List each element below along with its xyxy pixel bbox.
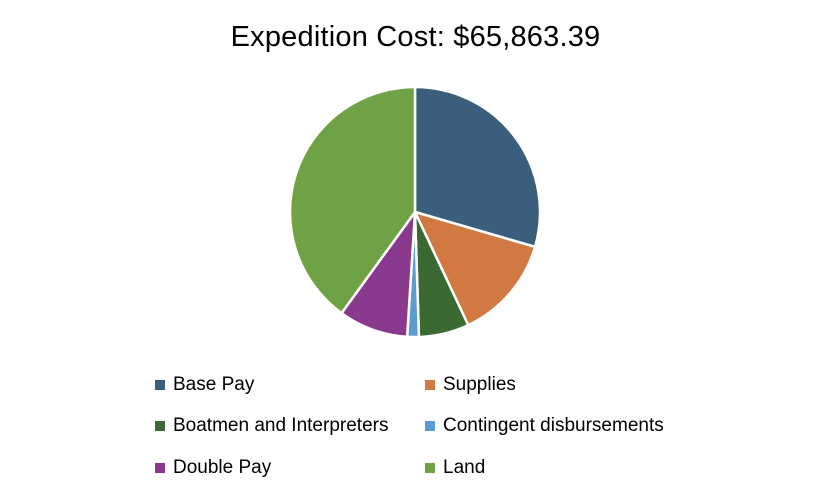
legend-swatch xyxy=(155,463,165,473)
legend-label: Contingent disbursements xyxy=(443,415,664,436)
pie-slice-base-pay xyxy=(413,85,542,249)
legend-item-contingent-disbursements: Contingent disbursements xyxy=(425,414,664,438)
legend-label: Double Pay xyxy=(173,457,272,478)
legend-item-boatmen-and-interpreters: Boatmen and Interpreters xyxy=(155,414,388,438)
legend-swatch xyxy=(155,421,165,431)
legend-label: Land xyxy=(443,457,486,478)
legend-label: Boatmen and Interpreters xyxy=(173,415,389,436)
legend-item-land: Land xyxy=(425,456,485,480)
legend-label: Base Pay xyxy=(173,374,255,395)
legend-item-base-pay: Base Pay xyxy=(155,373,254,397)
legend-swatch xyxy=(425,463,435,473)
chart-title: Expedition Cost: $65,863.39 xyxy=(230,21,601,53)
pie-slice-supplies xyxy=(413,210,537,327)
legend-swatch xyxy=(425,421,435,431)
pie-slice-land xyxy=(288,85,417,315)
legend-swatch xyxy=(425,380,435,390)
legend-item-supplies: Supplies xyxy=(425,373,516,397)
legend-label: Supplies xyxy=(443,374,516,395)
legend-swatch xyxy=(155,380,165,390)
legend-item-double-pay: Double Pay xyxy=(155,456,271,480)
